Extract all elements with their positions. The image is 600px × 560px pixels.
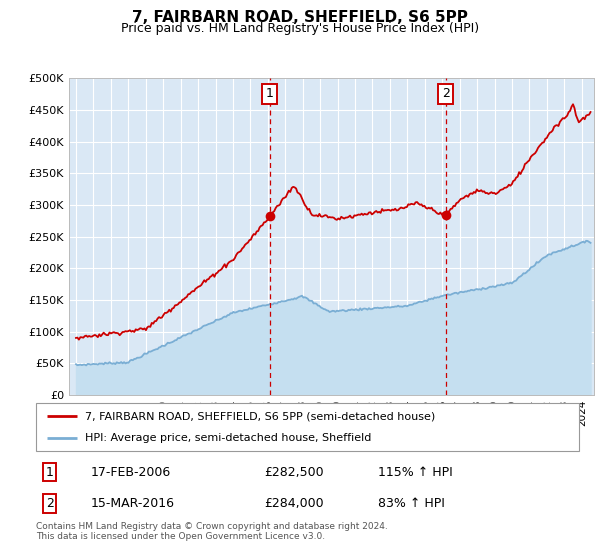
Text: 2: 2 (46, 497, 53, 510)
Text: 1: 1 (46, 465, 53, 479)
Text: Contains HM Land Registry data © Crown copyright and database right 2024.
This d: Contains HM Land Registry data © Crown c… (36, 522, 388, 542)
Text: HPI: Average price, semi-detached house, Sheffield: HPI: Average price, semi-detached house,… (85, 433, 371, 443)
Text: 7, FAIRBARN ROAD, SHEFFIELD, S6 5PP (semi-detached house): 7, FAIRBARN ROAD, SHEFFIELD, S6 5PP (sem… (85, 411, 435, 421)
Text: £282,500: £282,500 (264, 465, 323, 479)
Text: 15-MAR-2016: 15-MAR-2016 (91, 497, 175, 510)
Text: 2: 2 (442, 87, 450, 100)
Text: 83% ↑ HPI: 83% ↑ HPI (378, 497, 445, 510)
FancyBboxPatch shape (36, 403, 579, 451)
Text: 7, FAIRBARN ROAD, SHEFFIELD, S6 5PP: 7, FAIRBARN ROAD, SHEFFIELD, S6 5PP (132, 10, 468, 25)
Text: 1: 1 (266, 87, 274, 100)
Text: £284,000: £284,000 (264, 497, 323, 510)
Text: Price paid vs. HM Land Registry's House Price Index (HPI): Price paid vs. HM Land Registry's House … (121, 22, 479, 35)
Text: 115% ↑ HPI: 115% ↑ HPI (378, 465, 453, 479)
Text: 17-FEB-2006: 17-FEB-2006 (91, 465, 170, 479)
